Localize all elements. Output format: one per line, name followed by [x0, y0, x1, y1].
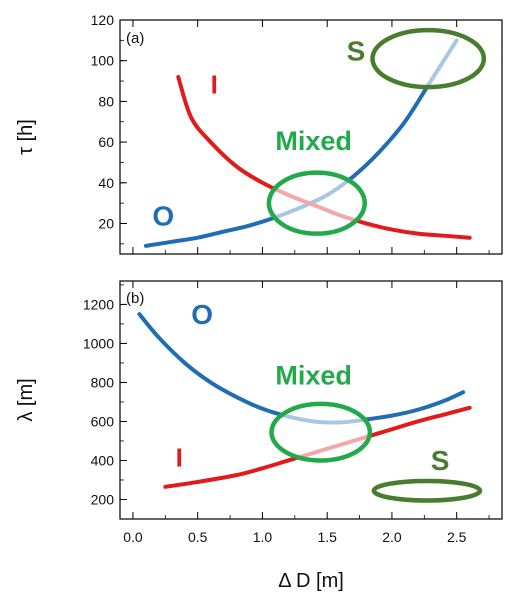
- annotation-s-b: S: [431, 445, 450, 476]
- x-tick-label-b: 0.0: [123, 529, 143, 545]
- region-ellipse-b: [371, 478, 483, 503]
- y-tick-label-a: 20: [98, 215, 114, 231]
- ellipse-group-a: [266, 27, 487, 236]
- plot-frame-b: [119, 280, 503, 520]
- x-tick-label-b: 1.0: [253, 529, 273, 545]
- y-axis-label-a: τ [h]: [15, 119, 37, 155]
- y-tick-label-a: 100: [91, 53, 115, 69]
- x-tick-label-b: 1.5: [317, 529, 337, 545]
- region-ellipse-a: [266, 170, 367, 236]
- y-axis-a: 20 40 60 80 100 120: [91, 12, 127, 245]
- x-tick-label-b: 2.5: [447, 529, 467, 545]
- y-tick-label-a: 40: [98, 175, 114, 191]
- y-tick-label-b: 200: [91, 491, 115, 507]
- annotation-mixed-a: Mixed: [275, 126, 352, 156]
- x-tick-label-b: 0.5: [188, 529, 208, 545]
- y-tick-label-b: 400: [91, 452, 115, 468]
- region-ellipse-a: [370, 27, 487, 90]
- y-axis-b: 200 400 600 800 1000 1200: [83, 284, 127, 520]
- y-tick-label-a: 80: [98, 93, 114, 109]
- plot-frame-a: [119, 19, 503, 255]
- annotation-o-b: O: [191, 299, 213, 330]
- x-axis-b: 0.0 0.5 1.0 1.5 2.0 2.5: [123, 281, 490, 545]
- panel-label-b: (b): [126, 290, 144, 307]
- y-tick-label-b: 1200: [83, 296, 114, 312]
- x-tick-label-b: 2.0: [382, 529, 402, 545]
- panel-label-a: (a): [126, 30, 144, 47]
- annotation-group-a: S I Mixed O: [152, 36, 365, 232]
- y-tick-label-b: 1000: [83, 335, 114, 351]
- y-tick-label-a: 120: [91, 12, 115, 28]
- annotation-i-a: I: [211, 69, 218, 99]
- annotation-group-b: O Mixed S I: [176, 299, 450, 476]
- annotation-o-a: O: [152, 201, 174, 232]
- annotation-s-a: S: [347, 36, 366, 67]
- y-tick-label-b: 600: [91, 413, 115, 429]
- y-axis-label-b: λ [m]: [15, 378, 37, 421]
- ellipse-group-b: [269, 401, 483, 503]
- x-axis-a: [132, 20, 490, 254]
- annotation-i-b: I: [176, 442, 183, 472]
- panel-a: 20 40 60 80 100 120 S I Mixed O (a) τ [h]: [15, 12, 503, 255]
- y-tick-label-b: 800: [91, 374, 115, 390]
- x-axis-label-b: Δ D [m]: [278, 570, 344, 592]
- region-ellipse-b: [269, 401, 373, 463]
- y-tick-label-a: 60: [98, 134, 114, 150]
- annotation-mixed-b: Mixed: [275, 360, 352, 390]
